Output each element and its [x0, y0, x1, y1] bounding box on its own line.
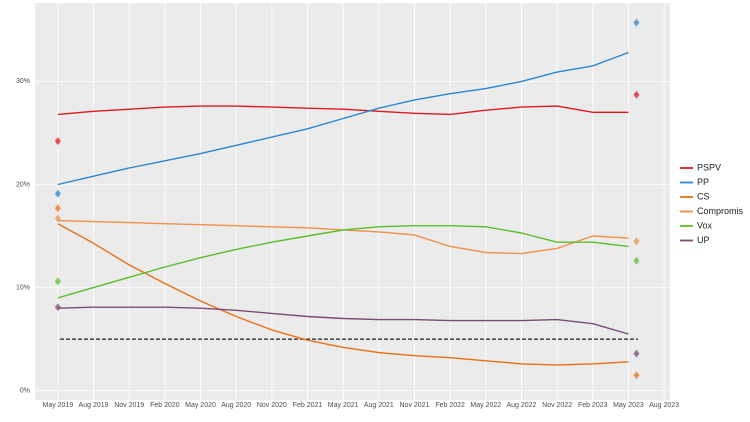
y-tick-label: 0%	[20, 388, 30, 395]
trend-line	[57, 105, 629, 116]
x-tick-label: Aug 2023	[649, 402, 679, 409]
plot-background	[35, 3, 670, 400]
election-marker	[633, 90, 640, 99]
election-marker	[54, 277, 61, 286]
grid: 0% 10% 20% 30% May 2019 Aug 2019 Nov 2019 Feb 2…	[16, 3, 679, 409]
x-tick-label: Nov 2020	[257, 402, 287, 409]
x-tick-label: May 2020	[185, 402, 216, 409]
x-tick-label: Feb 2022	[435, 402, 465, 409]
trend-line	[57, 51, 629, 186]
legend-label: UP	[697, 235, 710, 245]
election-marker	[633, 237, 640, 246]
x-tick-label: Feb 2021	[293, 402, 323, 409]
x-tick-label: Nov 2022	[542, 402, 572, 409]
legend: PSPV PP CS Compromis Vox UP	[680, 162, 744, 245]
marks	[54, 18, 640, 380]
x-tick-label: Nov 2019	[114, 402, 144, 409]
x-tick-label: Feb 2023	[578, 402, 608, 409]
x-tick-label: May 2022	[470, 402, 501, 409]
legend-label: CS	[697, 191, 710, 201]
legend-label: Vox	[697, 220, 713, 230]
election-marker	[633, 349, 640, 358]
election-marker	[633, 371, 640, 380]
trend-line	[57, 306, 629, 335]
election-marker	[54, 204, 61, 213]
x-tick-label: May 2019	[43, 402, 74, 409]
x-tick-label: Aug 2020	[221, 402, 251, 409]
x-tick-label: May 2023	[613, 402, 644, 409]
x-tick-label: Feb 2020	[150, 402, 180, 409]
y-tick-label: 30%	[16, 78, 30, 85]
election-marker	[633, 18, 640, 27]
election-marker	[54, 137, 61, 146]
x-tick-label: Aug 2021	[364, 402, 394, 409]
y-tick-label: 20%	[16, 181, 30, 188]
x-tick-label: Nov 2021	[400, 402, 430, 409]
election-marker	[54, 189, 61, 198]
legend-label: PP	[697, 177, 709, 187]
legend-label: PSPV	[697, 162, 721, 172]
x-tick-label: May 2021	[328, 402, 359, 409]
election-marker	[633, 256, 640, 265]
trend-line	[57, 224, 629, 299]
x-tick-label: Aug 2019	[79, 402, 109, 409]
election-marker	[54, 303, 61, 312]
legend-label: Compromis	[697, 206, 744, 216]
trend-line	[57, 223, 629, 366]
y-tick-label: 10%	[16, 284, 30, 291]
x-tick-label: Aug 2022	[506, 402, 536, 409]
election-marker	[54, 214, 61, 223]
